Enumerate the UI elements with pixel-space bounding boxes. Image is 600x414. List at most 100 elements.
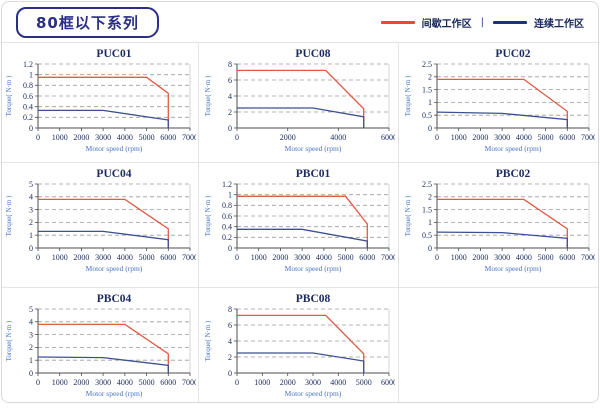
y-axis-label: Torque( N·m ) <box>404 195 412 236</box>
page: 80框以下系列 间歇工作区 | 连续工作区 PUC01 0 0.2 0.4 0.6 0.8… <box>1 1 599 403</box>
chart-cell-pbc08: PBC08 0 2 4 6 8 0 1000 2000 3000 4000 5000 6000 Torqu… <box>199 288 399 402</box>
x-tick-label: 7000 <box>381 253 395 262</box>
chart-cell-puc08: PUC08 0 2 4 6 8 0 2000 4000 6000 Torque( N·m ) Moto… <box>199 43 399 163</box>
series-continuous <box>436 231 568 248</box>
x-tick-label: 6000 <box>559 253 575 262</box>
y-tick-label: 1 <box>228 191 232 200</box>
x-tick-label: 1000 <box>52 253 68 262</box>
series-continuous <box>236 107 364 128</box>
chart-puc08: PUC08 0 2 4 6 8 0 2000 4000 6000 Torque( N·m ) Moto… <box>204 48 395 153</box>
y-tick-label: 2 <box>228 353 232 362</box>
empty-cell <box>399 288 598 402</box>
series-continuous <box>236 352 364 373</box>
y-tick-label: 3 <box>29 330 33 339</box>
x-tick-label: 4000 <box>117 253 133 262</box>
x-tick-label: 2000 <box>73 133 89 142</box>
y-tick-label: 2 <box>428 73 432 82</box>
y-tick-label: 0.4 <box>222 223 232 232</box>
series-intermittent <box>236 69 364 128</box>
y-axis-label: Torque( N·m ) <box>204 320 212 361</box>
x-tick-label: 1000 <box>52 378 68 387</box>
x-tick-label: 5000 <box>139 133 155 142</box>
legend: 间歇工作区 | 连续工作区 <box>380 15 584 30</box>
y-tick-label: 5 <box>29 180 33 189</box>
x-tick-label: 0 <box>36 133 40 142</box>
chart-grid: PUC01 0 0.2 0.4 0.6 0.8 1 1.2 0 1000 2000 3000 4000 5… <box>2 43 598 402</box>
y-tick-label: 0.8 <box>23 81 33 90</box>
x-tick-label: 3000 <box>95 133 111 142</box>
series-title-badge: 80框以下系列 <box>16 6 159 38</box>
x-tick-label: 4000 <box>117 378 133 387</box>
page-title: 80框以下系列 <box>36 13 139 32</box>
x-tick-label: 7000 <box>182 253 196 262</box>
chart-cell-pbc02: PBC02 0 0.5 1 1.5 2 2.5 0 1000 2000 3000 4000 5000 60… <box>399 163 598 288</box>
x-tick-label: 4000 <box>330 378 346 387</box>
y-tick-label: 0 <box>228 244 232 253</box>
x-tick-label: 4000 <box>330 133 346 142</box>
chart-pbc08: PBC08 0 2 4 6 8 0 1000 2000 3000 4000 5000 6000 Torqu… <box>204 293 395 398</box>
y-tick-label: 4 <box>228 92 232 101</box>
x-axis-label: Motor speed (rpm) <box>86 389 143 398</box>
series-intermittent <box>436 198 568 248</box>
x-tick-label: 0 <box>235 378 239 387</box>
x-tick-label: 1000 <box>250 253 266 262</box>
y-tick-label: 1 <box>428 218 432 227</box>
y-tick-label: 4 <box>29 318 33 327</box>
x-tick-label: 5000 <box>537 253 553 262</box>
y-tick-label: 1 <box>428 98 432 107</box>
y-tick-label: 0.6 <box>23 92 33 101</box>
x-tick-label: 2000 <box>73 253 89 262</box>
y-tick-label: 2 <box>29 343 33 352</box>
x-tick-label: 0 <box>435 253 439 262</box>
legend-label-continuous: 连续工作区 <box>534 18 584 30</box>
series-intermittent <box>236 195 368 248</box>
chart-title: PBC08 <box>295 293 330 305</box>
chart-cell-pbc04: PBC04 0 1 2 3 4 5 0 1000 2000 3000 4000 5000 6000 7000… <box>2 288 199 402</box>
x-tick-label: 2000 <box>472 133 488 142</box>
x-tick-label: 6000 <box>381 378 395 387</box>
x-tick-label: 3000 <box>95 378 111 387</box>
x-tick-label: 5000 <box>537 133 553 142</box>
y-tick-label: 6 <box>228 76 232 85</box>
y-tick-label: 2 <box>29 218 33 227</box>
chart-cell-puc04: PUC04 0 1 2 3 4 5 0 1000 2000 3000 4000 5000 6000 7000… <box>2 163 199 288</box>
y-axis-label: Torque( N·m ) <box>204 75 212 116</box>
chart-title: PUC08 <box>295 48 330 60</box>
y-axis-label: Torque( N·m ) <box>5 195 13 236</box>
x-tick-label: 1000 <box>450 133 466 142</box>
y-tick-label: 1 <box>29 231 33 240</box>
y-tick-label: 0 <box>29 124 33 133</box>
x-tick-label: 0 <box>235 133 239 142</box>
x-tick-label: 6000 <box>160 378 176 387</box>
chart-title: PUC04 <box>96 168 131 180</box>
x-tick-label: 0 <box>36 378 40 387</box>
chart-pbc02: PBC02 0 0.5 1 1.5 2 2.5 0 1000 2000 3000 4000 5000 60… <box>404 168 595 273</box>
series-intermittent <box>38 198 169 248</box>
series-intermittent <box>236 314 364 373</box>
x-axis-label: Motor speed (rpm) <box>284 389 341 398</box>
x-axis-label: Motor speed (rpm) <box>484 264 541 273</box>
x-tick-label: 5000 <box>337 253 353 262</box>
x-tick-label: 0 <box>235 253 239 262</box>
legend-separator: | <box>480 16 484 28</box>
x-tick-label: 6000 <box>160 253 176 262</box>
y-tick-label: 1 <box>29 71 33 80</box>
x-tick-label: 1000 <box>52 133 68 142</box>
chart-title: PBC04 <box>97 293 132 305</box>
series-continuous <box>38 109 169 128</box>
series-continuous <box>38 230 169 248</box>
chart-cell-pbc01: PBC01 0 0.2 0.4 0.6 0.8 1 1.2 0 1000 2000 3000 4000 5… <box>199 163 399 288</box>
y-tick-label: 8 <box>228 60 232 69</box>
x-tick-label: 3000 <box>305 378 321 387</box>
chart-title: PBC01 <box>295 168 330 180</box>
header: 80框以下系列 间歇工作区 | 连续工作区 <box>2 2 598 43</box>
x-tick-label: 0 <box>36 253 40 262</box>
y-tick-label: 0.6 <box>222 212 232 221</box>
y-tick-label: 4 <box>29 193 33 202</box>
y-tick-label: 0.8 <box>222 201 232 210</box>
y-tick-label: 1.2 <box>222 180 232 189</box>
chart-title: PUC02 <box>495 48 530 60</box>
x-tick-label: 4000 <box>515 253 531 262</box>
series-intermittent <box>38 76 169 128</box>
y-tick-label: 8 <box>228 305 232 314</box>
